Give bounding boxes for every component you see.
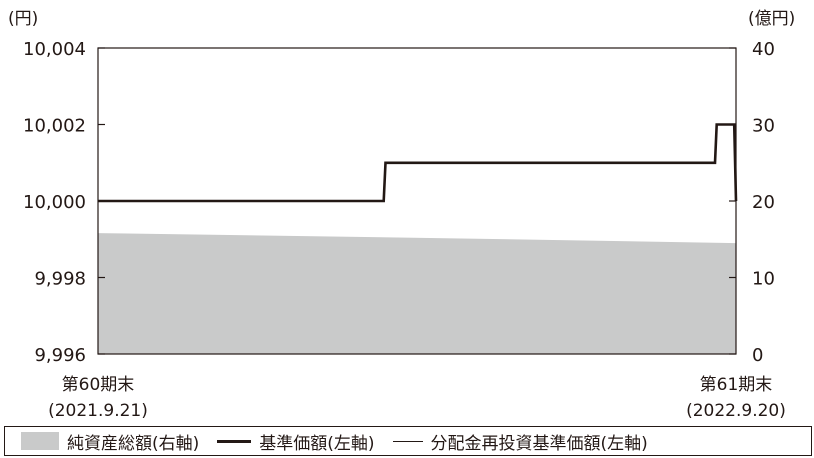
x-label-end-date: (2022.9.20) <box>686 401 786 421</box>
x-label-end-period: 第61期末 <box>700 375 773 395</box>
legend-swatch-thin-line <box>392 440 423 442</box>
net-assets-area-layer <box>98 233 736 354</box>
legend-label-net-assets: 純資産総額(右軸) <box>67 433 200 454</box>
reinvested-nav-line <box>98 124 737 202</box>
right-tick-label: 20 <box>752 192 775 213</box>
legend-item-net-assets: 純資産総額(右軸) <box>21 429 199 454</box>
left-tick-label: 9,998 <box>34 269 86 290</box>
right-tick-label: 40 <box>752 39 775 60</box>
left-axis-unit: (円) <box>8 9 38 29</box>
legend-label-reinvested-nav: 分配金再投資基準価額(左軸) <box>430 433 648 454</box>
legend-item-nav: 基準価額(左軸) <box>217 429 375 454</box>
legend-label-nav: 基準価額(左軸) <box>259 433 375 454</box>
legend: 純資産総額(右軸) 基準価額(左軸) 分配金再投資基準価額(左軸) <box>4 426 812 456</box>
legend-item-reinvested-nav: 分配金再投資基準価額(左軸) <box>392 429 648 454</box>
chart-svg: 10,004 10,002 10,000 9,998 9,996 40 30 20 10 0 (円… <box>8 9 795 421</box>
left-tick-label: 9,996 <box>34 345 86 366</box>
net-assets-area <box>98 233 736 354</box>
legend-swatch-thick-line <box>217 439 252 443</box>
right-tick-label: 30 <box>752 116 775 137</box>
x-label-start-period: 第60期末 <box>62 375 135 395</box>
axis-layer: 10,004 10,002 10,000 9,998 9,996 40 30 20 10 0 <box>23 39 775 366</box>
nav-line-layer <box>98 123 738 203</box>
left-tick-label: 10,004 <box>23 39 86 60</box>
right-tick-label: 0 <box>752 345 763 366</box>
x-label-start-date: (2021.9.21) <box>48 401 148 421</box>
left-tick-label: 10,000 <box>23 192 86 213</box>
left-tick-label: 10,002 <box>23 116 86 137</box>
legend-swatch-area <box>21 432 59 450</box>
right-tick-label: 10 <box>752 269 775 290</box>
right-axis-unit: (億円) <box>748 9 795 29</box>
